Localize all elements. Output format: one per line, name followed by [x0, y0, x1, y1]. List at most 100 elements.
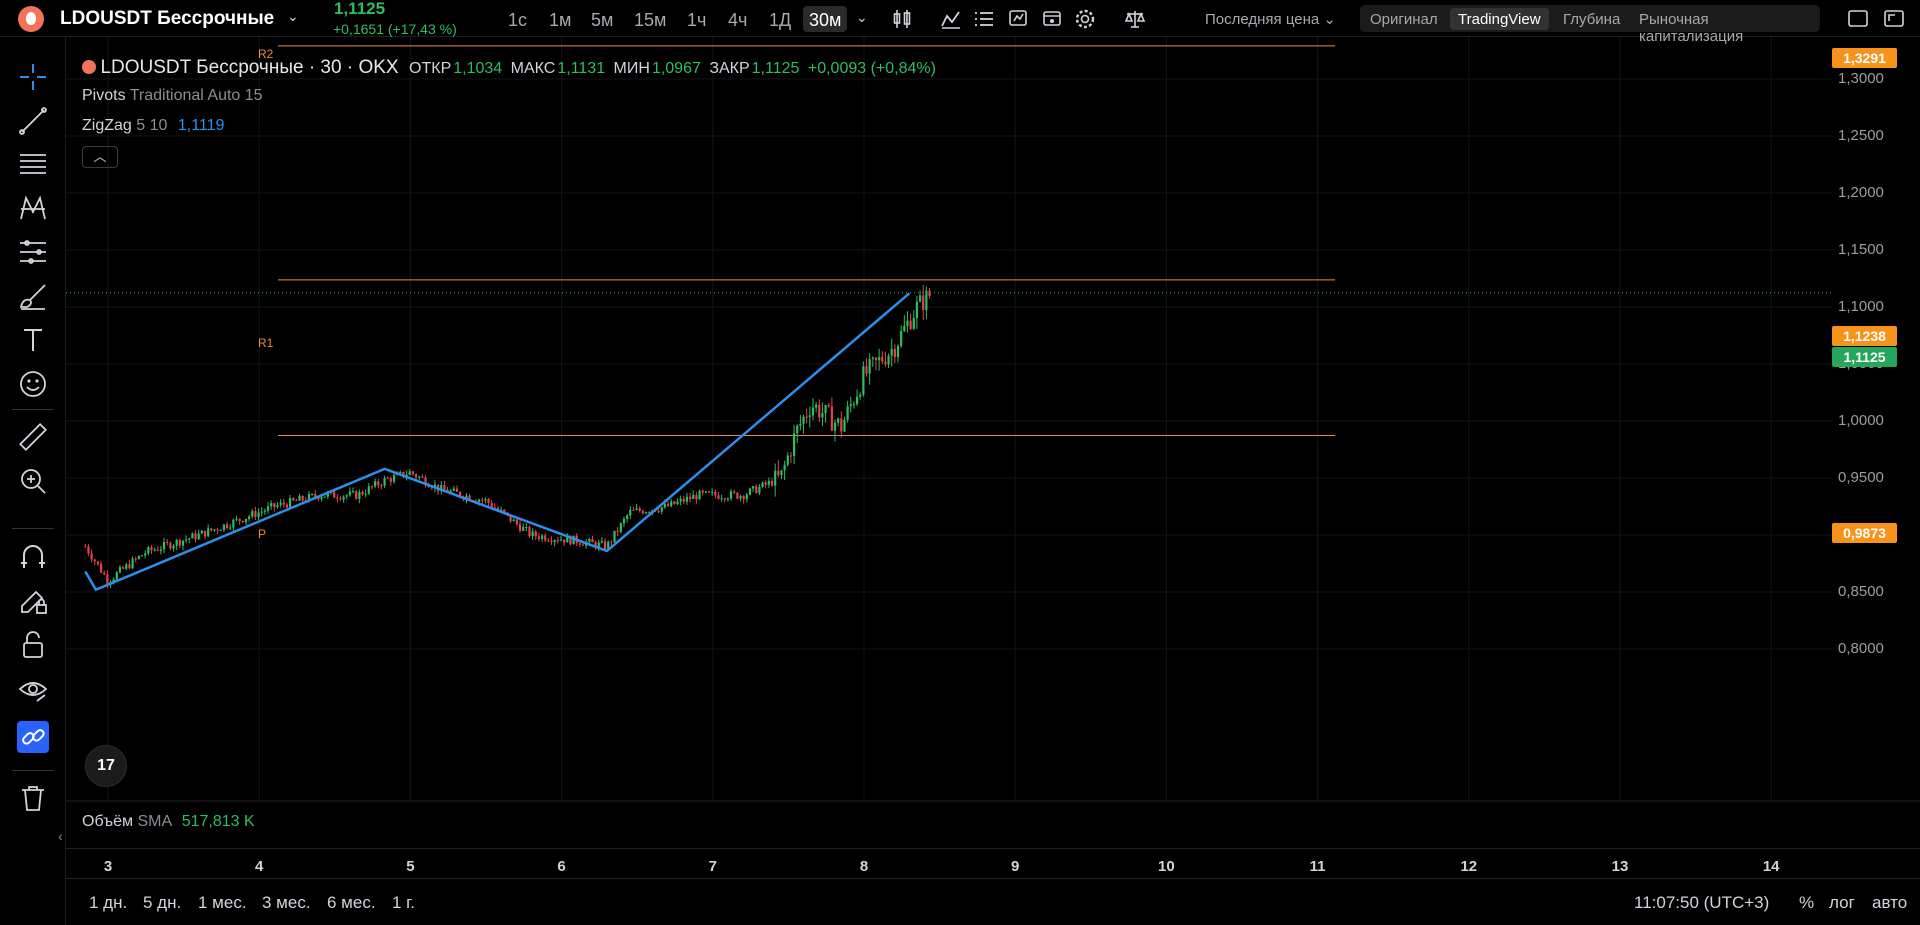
- layers-icon[interactable]: [973, 8, 995, 30]
- candle-body: [257, 512, 260, 518]
- candle-body: [377, 481, 380, 486]
- candle-body: [282, 502, 285, 505]
- trend-line-icon[interactable]: [17, 105, 49, 137]
- candle-body: [796, 425, 799, 434]
- candle-body: [515, 519, 518, 525]
- eye-icon[interactable]: [17, 673, 49, 705]
- candle-body: [288, 498, 292, 508]
- timeframe-15m[interactable]: 15м: [634, 10, 667, 30]
- fullscreen-icon[interactable]: [1883, 8, 1905, 30]
- lock-drawing-icon[interactable]: [17, 585, 49, 617]
- candle-body: [670, 501, 673, 507]
- time-tick: 9: [1011, 858, 1020, 875]
- range-6m[interactable]: 6 мес.: [327, 893, 376, 912]
- zoom-in-icon[interactable]: [17, 465, 49, 497]
- time-tick: 11: [1309, 858, 1326, 875]
- alert-icon[interactable]: [1007, 8, 1029, 30]
- timeframe-1d[interactable]: 1Д: [769, 10, 792, 30]
- candle-body: [326, 492, 329, 497]
- candle-body: [509, 514, 512, 522]
- chevron-left-icon[interactable]: ‹: [58, 828, 63, 844]
- candle-body: [805, 416, 808, 418]
- link-icon[interactable]: [17, 721, 49, 753]
- range-1d[interactable]: 1 дн.: [89, 893, 128, 912]
- range-5d[interactable]: 5 дн.: [143, 893, 182, 912]
- candle-body: [531, 531, 534, 537]
- candle-body: [251, 511, 254, 517]
- symbol-selector[interactable]: LDOUSDT Бессрочные: [60, 8, 275, 29]
- indicators-icon[interactable]: [940, 8, 962, 30]
- volume-legend[interactable]: Объём SMA 517,813 K: [82, 813, 255, 831]
- range-1y[interactable]: 1 г.: [392, 893, 416, 912]
- candle-body: [755, 486, 758, 494]
- fib-retracement-icon[interactable]: [17, 148, 49, 180]
- tab-tradingview[interactable]: TradingView: [1450, 8, 1549, 30]
- timeframe-30m[interactable]: 30м: [803, 6, 848, 32]
- crosshair-icon[interactable]: [17, 61, 49, 93]
- compare-scale-icon[interactable]: [1124, 8, 1146, 30]
- emoji-icon[interactable]: [17, 368, 49, 400]
- pivots-legend[interactable]: Pivots Traditional Auto 15: [82, 87, 263, 105]
- candle-body: [292, 498, 295, 501]
- candle-body: [351, 491, 355, 493]
- candle-body: [449, 490, 452, 493]
- settings-gear-icon[interactable]: [1074, 8, 1096, 30]
- timeframe-1h[interactable]: 1ч: [687, 10, 707, 30]
- replay-icon[interactable]: [1041, 8, 1063, 30]
- chevron-down-icon[interactable]: ⌄: [287, 8, 299, 24]
- candle-body: [339, 498, 342, 500]
- prediction-icon[interactable]: [17, 236, 49, 268]
- high-label: МАКС: [510, 60, 556, 77]
- bottom-toolbar: 1 дн. 5 дн. 1 мес. 3 мес. 6 мес. 1 г. 11…: [66, 878, 1920, 925]
- candle-body: [764, 482, 767, 485]
- pattern-icon[interactable]: [17, 192, 49, 224]
- candle-body: [811, 407, 815, 416]
- clock[interactable]: 11:07:50 (UTC+3): [1634, 893, 1770, 912]
- unlock-icon[interactable]: [17, 629, 49, 661]
- timeframe-4h[interactable]: 4ч: [728, 10, 748, 30]
- brush-icon[interactable]: [17, 280, 49, 312]
- candle-body: [380, 485, 383, 487]
- candle-body: [87, 546, 90, 554]
- timeframe-chevron-icon[interactable]: ⌄: [856, 9, 868, 25]
- trash-icon[interactable]: [17, 782, 49, 814]
- candle-body: [430, 487, 433, 489]
- candle-body: [298, 495, 301, 501]
- magnet-icon[interactable]: [17, 541, 49, 573]
- candle-body: [563, 539, 566, 543]
- candles-icon[interactable]: [892, 8, 914, 30]
- candle-body: [408, 471, 411, 475]
- tab-original[interactable]: Оригинал: [1370, 11, 1438, 28]
- candle-body: [207, 528, 210, 537]
- timeframe-1s[interactable]: 1с: [508, 10, 528, 30]
- candle-body: [871, 357, 874, 359]
- candle-body: [440, 485, 443, 492]
- range-3m[interactable]: 3 мес.: [262, 893, 311, 912]
- price-type-dropdown[interactable]: Последняя цена ⌄: [1205, 11, 1336, 28]
- window-icon[interactable]: [1847, 8, 1869, 30]
- text-icon[interactable]: [17, 324, 49, 356]
- timeframe-1m[interactable]: 1м: [549, 10, 572, 30]
- tab-market-cap[interactable]: Рыночная капитализация: [1639, 11, 1744, 45]
- current-price-badge: 1,1125: [1832, 347, 1897, 367]
- timeframe-5m[interactable]: 5м: [591, 10, 614, 30]
- time-tick: 12: [1460, 858, 1478, 875]
- candle-body: [837, 418, 840, 423]
- ruler-icon[interactable]: [17, 421, 49, 453]
- range-1m[interactable]: 1 мес.: [198, 893, 247, 912]
- auto-toggle[interactable]: авто: [1872, 893, 1908, 912]
- collapse-legend-button[interactable]: ︿: [82, 146, 118, 168]
- candle-body: [648, 512, 651, 514]
- tradingview-logo[interactable]: 17: [85, 745, 127, 787]
- price-chart[interactable]: [66, 37, 1920, 848]
- zigzag-legend[interactable]: ZigZag 5 10 1,1119: [82, 117, 224, 135]
- log-toggle[interactable]: лог: [1829, 893, 1855, 912]
- candle-body: [468, 495, 471, 501]
- candle-body: [925, 290, 928, 311]
- time-axis[interactable]: 3 4 5 6 7 8 9 10 11 12 13 14: [66, 848, 1920, 878]
- percent-toggle[interactable]: %: [1799, 893, 1815, 912]
- volume-value: 517,813 K: [181, 813, 255, 830]
- tab-depth[interactable]: Глубина: [1563, 11, 1621, 28]
- candle-body: [194, 533, 197, 540]
- candle-body: [698, 490, 701, 500]
